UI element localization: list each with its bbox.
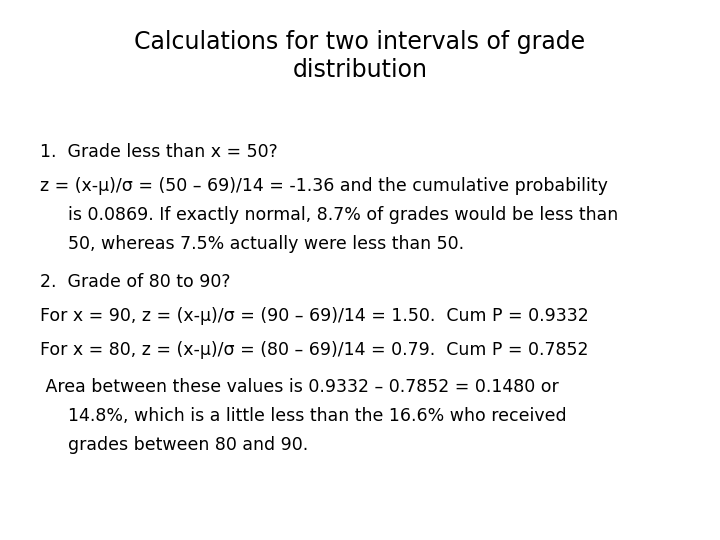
Text: 2.  Grade of 80 to 90?: 2. Grade of 80 to 90? [40, 273, 230, 291]
Text: z = (x-μ)/σ = (50 – 69)/14 = -1.36 and the cumulative probability: z = (x-μ)/σ = (50 – 69)/14 = -1.36 and t… [40, 177, 608, 195]
Text: Area between these values is 0.9332 – 0.7852 = 0.1480 or: Area between these values is 0.9332 – 0.… [40, 378, 558, 396]
Text: is 0.0869. If exactly normal, 8.7% of grades would be less than: is 0.0869. If exactly normal, 8.7% of gr… [68, 206, 618, 224]
Text: For x = 90, z = (x-μ)/σ = (90 – 69)/14 = 1.50.  Cum P = 0.9332: For x = 90, z = (x-μ)/σ = (90 – 69)/14 =… [40, 307, 588, 325]
Text: 14.8%, which is a little less than the 16.6% who received: 14.8%, which is a little less than the 1… [68, 407, 567, 425]
Text: grades between 80 and 90.: grades between 80 and 90. [68, 436, 309, 454]
Text: Calculations for two intervals of grade
distribution: Calculations for two intervals of grade … [135, 30, 585, 83]
Text: 1.  Grade less than x = 50?: 1. Grade less than x = 50? [40, 143, 277, 161]
Text: 50, whereas 7.5% actually were less than 50.: 50, whereas 7.5% actually were less than… [68, 235, 464, 253]
Text: For x = 80, z = (x-μ)/σ = (80 – 69)/14 = 0.79.  Cum P = 0.7852: For x = 80, z = (x-μ)/σ = (80 – 69)/14 =… [40, 341, 588, 359]
